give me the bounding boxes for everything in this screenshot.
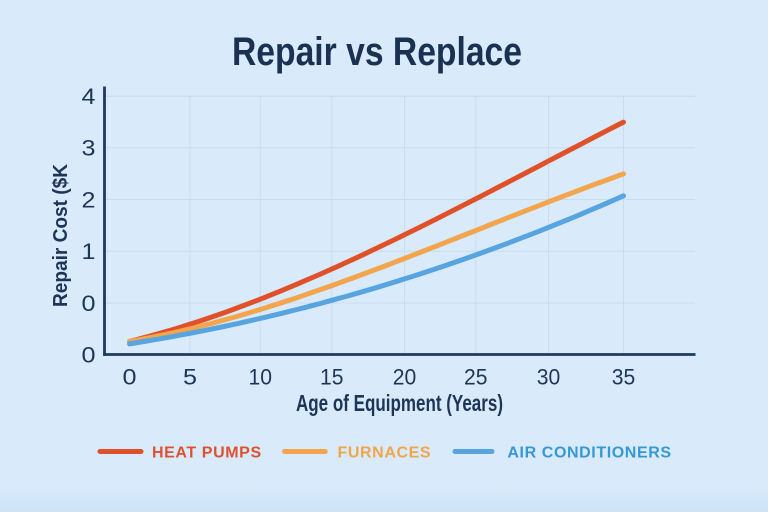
svg-text:HEAT PUMPS: HEAT PUMPS bbox=[152, 445, 262, 462]
svg-text:Repair vs Replace: Repair vs Replace bbox=[232, 30, 522, 74]
svg-text:0: 0 bbox=[82, 291, 96, 316]
svg-text:25: 25 bbox=[464, 365, 488, 390]
svg-text:3: 3 bbox=[82, 136, 96, 161]
svg-text:AIR CONDITIONERS: AIR CONDITIONERS bbox=[507, 445, 671, 462]
svg-text:Age of Equipment (Years): Age of Equipment (Years) bbox=[296, 390, 503, 416]
svg-text:0: 0 bbox=[123, 365, 137, 390]
svg-text:1: 1 bbox=[82, 239, 96, 264]
svg-text:0: 0 bbox=[82, 343, 96, 368]
svg-text:15: 15 bbox=[320, 365, 344, 390]
svg-text:Repair Cost ($K: Repair Cost ($K bbox=[50, 163, 72, 307]
svg-text:35: 35 bbox=[612, 365, 636, 390]
svg-text:10: 10 bbox=[249, 365, 273, 390]
svg-text:30: 30 bbox=[537, 365, 561, 390]
svg-text:FURNACES: FURNACES bbox=[338, 445, 432, 462]
svg-text:4: 4 bbox=[82, 84, 96, 109]
svg-text:20: 20 bbox=[393, 365, 417, 390]
svg-text:5: 5 bbox=[183, 365, 197, 390]
svg-text:2: 2 bbox=[82, 187, 96, 212]
